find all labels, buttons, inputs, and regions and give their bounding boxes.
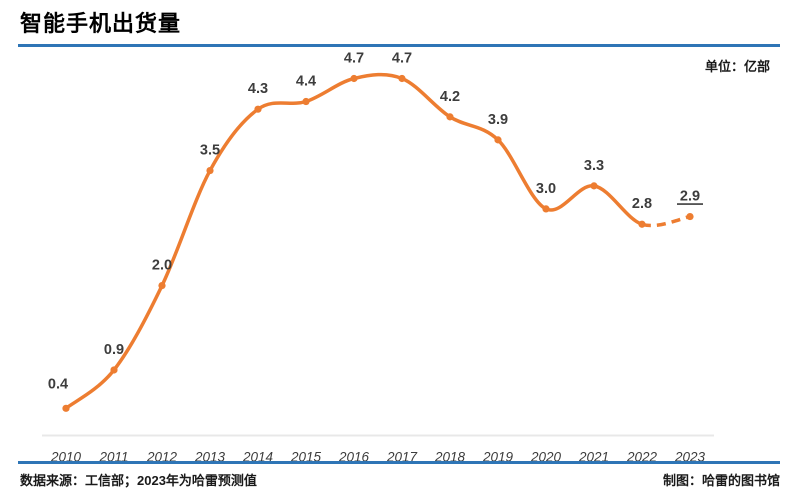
line-series-solid bbox=[64, 72, 644, 411]
data-label: 3.0 bbox=[536, 181, 556, 197]
data-source-note: 数据来源：工信部；2023年为哈雷预测值 bbox=[20, 473, 257, 488]
x-axis-tick-label: 2018 bbox=[434, 450, 466, 465]
title-divider bbox=[18, 44, 780, 47]
line-series-dashed-forecast bbox=[641, 214, 691, 228]
x-axis-tick-label: 2012 bbox=[146, 450, 178, 465]
x-axis-tick-label: 2016 bbox=[338, 450, 370, 465]
data-point bbox=[542, 205, 550, 213]
data-label: 3.5 bbox=[200, 143, 220, 159]
data-point bbox=[590, 182, 598, 190]
x-axis-tick-label: 2015 bbox=[290, 450, 322, 465]
data-label: 4.3 bbox=[248, 81, 268, 97]
data-point bbox=[638, 220, 646, 228]
data-point bbox=[398, 74, 406, 83]
x-axis-tick-label: 2022 bbox=[626, 450, 658, 465]
x-axis-tick-label: 2021 bbox=[578, 450, 609, 465]
data-label: 3.9 bbox=[488, 112, 508, 128]
data-label: 0.4 bbox=[48, 376, 68, 392]
data-point bbox=[494, 136, 502, 144]
data-point bbox=[302, 97, 310, 106]
data-point bbox=[350, 74, 358, 83]
data-point bbox=[686, 212, 694, 221]
x-axis-tick-label: 2013 bbox=[194, 450, 226, 465]
data-label: 2.0 bbox=[152, 258, 172, 274]
x-axis-tick-label: 2014 bbox=[242, 450, 273, 465]
x-axis-tick-label: 2017 bbox=[386, 450, 418, 465]
x-axis-tick-label: 2011 bbox=[98, 450, 128, 465]
footer: 数据来源：工信部；2023年为哈雷预测值 制图：哈雷的图书馆 bbox=[20, 470, 780, 489]
data-point bbox=[446, 113, 454, 121]
data-label: 4.2 bbox=[440, 89, 460, 105]
data-point bbox=[206, 166, 214, 175]
data-label: 2.9 bbox=[680, 189, 700, 205]
chart-credit: 制图：哈雷的图书馆 bbox=[662, 473, 780, 488]
x-axis-tick-label: 2020 bbox=[530, 450, 562, 465]
data-point bbox=[254, 105, 262, 113]
page-title: 智能手机出货量 bbox=[20, 11, 182, 36]
data-label: 4.7 bbox=[392, 51, 412, 67]
x-axis-tick-label: 2010 bbox=[50, 450, 82, 465]
data-label: 3.3 bbox=[584, 158, 604, 174]
data-label: 4.7 bbox=[344, 51, 364, 67]
unit-label: 单位：亿部 bbox=[704, 59, 770, 74]
data-point bbox=[62, 404, 70, 412]
x-axis-tick-label: 2023 bbox=[674, 450, 706, 465]
data-label: 4.4 bbox=[296, 74, 316, 90]
footer-divider bbox=[18, 461, 780, 464]
x-axis-tick-label: 2019 bbox=[482, 450, 514, 465]
data-label: 2.8 bbox=[632, 196, 652, 212]
data-point bbox=[158, 282, 166, 290]
data-point bbox=[110, 366, 118, 374]
data-label: 0.9 bbox=[104, 342, 124, 358]
